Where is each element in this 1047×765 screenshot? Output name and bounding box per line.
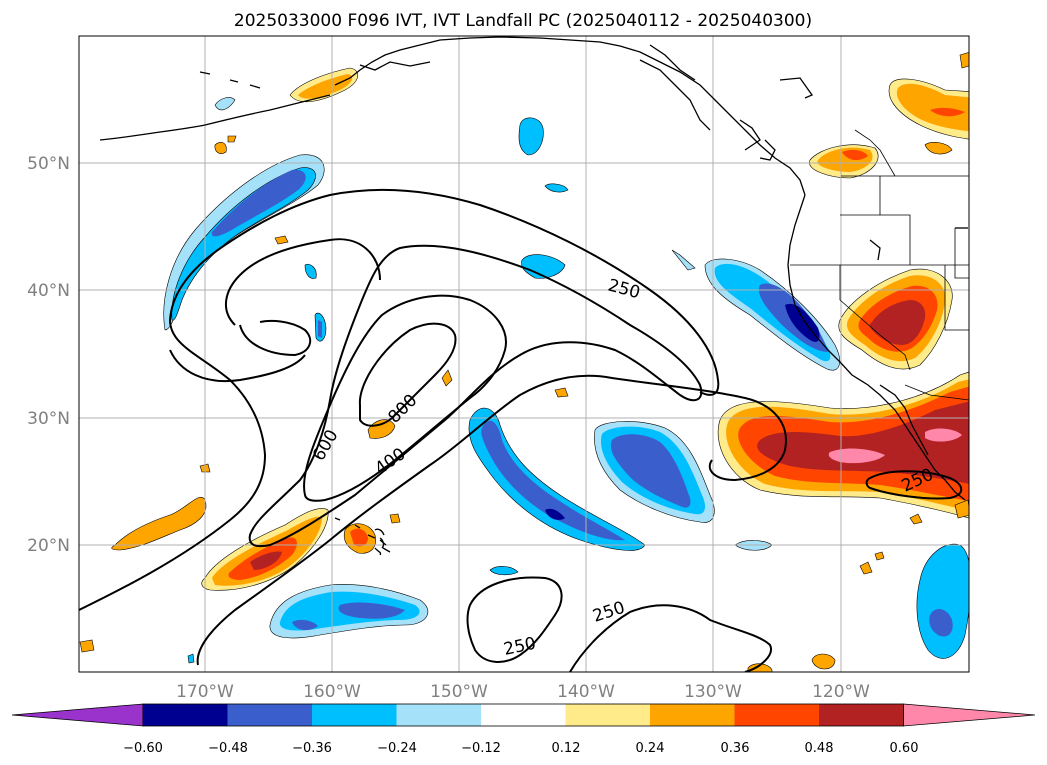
lon-label: 150°W (430, 682, 488, 702)
positive-anomaly-region (298, 74, 353, 99)
positive-anomaly-region (924, 141, 953, 155)
ivt-contour-800 (358, 322, 457, 427)
positive-anomaly-region (842, 149, 868, 161)
positive-anomaly-region (111, 497, 207, 551)
colorbar-tick-label: 0.60 (890, 741, 919, 756)
colorbar-bin (481, 704, 566, 726)
positive-anomaly-region (874, 551, 885, 561)
negative-anomaly-region (292, 619, 318, 631)
map-border (78, 35, 970, 673)
colorbar-bin (734, 704, 820, 726)
positive-anomaly-region (367, 419, 396, 439)
lon-label: 170°W (176, 682, 234, 702)
positive-anomaly-region (930, 107, 965, 117)
positive-anomaly-region (828, 448, 885, 464)
colorbar-tick-label: 0.12 (552, 741, 581, 756)
ivt-contour-250 (79, 188, 720, 611)
negative-anomaly-region (187, 653, 195, 664)
negative-anomaly-region (518, 117, 544, 156)
positive-anomaly-region (389, 513, 401, 524)
ivt-contour-250 (196, 374, 787, 666)
lon-label: 140°W (557, 682, 615, 702)
lon-label: 160°W (303, 682, 361, 702)
positive-anomaly-region (227, 135, 237, 143)
negative-anomaly-region (489, 566, 519, 576)
negative-anomaly-region (521, 254, 566, 279)
lon-label: 120°W (812, 682, 870, 702)
positive-anomaly-region (214, 142, 227, 154)
colorbar-extend-low (11, 703, 144, 727)
positive-anomaly-region (925, 428, 962, 442)
negative-anomaly-region (785, 303, 820, 342)
positive-anomaly-region (896, 83, 969, 132)
negative-anomaly-region (304, 263, 317, 279)
lat-label: 30°N (27, 409, 70, 429)
colorbar-tick-label: 0.48 (805, 741, 834, 756)
positive-anomaly-region (441, 369, 453, 387)
ivt-contour-250 (225, 238, 381, 357)
colorbar-bin (396, 704, 482, 726)
positive-anomaly-region (79, 639, 95, 653)
negative-anomaly-region (929, 608, 953, 637)
colorbar-tick-label: −0.48 (208, 741, 248, 756)
positive-anomaly-region (250, 551, 282, 570)
ivt-contours (79, 188, 963, 672)
colorbar-ticks: −0.60 −0.48 −0.36 −0.24 −0.12 0.12 0.24 … (123, 741, 918, 756)
state-borders (790, 129, 969, 401)
map-title: 2025033000 F096 IVT, IVT Landfall PC (20… (234, 11, 812, 31)
negative-anomaly-region (318, 320, 322, 338)
lat-label: 50°N (27, 154, 70, 174)
positive-anomaly-region (554, 387, 569, 398)
negative-anomaly-region (671, 249, 696, 271)
colorbar-tick-label: −0.12 (461, 741, 501, 756)
negative-anomaly-region (214, 97, 236, 111)
colorbar-bin (312, 704, 397, 726)
colorbar-bin (819, 704, 904, 726)
colorbar-bin (143, 704, 228, 726)
positive-anomaly-region (811, 653, 836, 670)
ivt-contour-250 (466, 576, 563, 663)
colorbar-bin (227, 704, 313, 726)
latitude-labels: 50°N 40°N 30°N 20°N (27, 154, 70, 556)
ivt-contour-250 (865, 470, 963, 500)
colorbar-tick-label: 0.24 (636, 741, 665, 756)
negative-anomaly-region (610, 434, 691, 508)
positive-anomaly-region (909, 513, 923, 525)
negative-anomaly-region (545, 508, 565, 520)
colorbar-tick-label: −0.24 (377, 741, 417, 756)
positive-anomaly-region (350, 528, 368, 547)
positive-anomaly-region (869, 300, 926, 345)
colorbar-extend-high (903, 703, 1036, 727)
colorbar-bin (650, 704, 735, 726)
ivt-contour-250 (569, 604, 772, 672)
pc-fill-layer (79, 51, 969, 672)
gridlines (79, 36, 969, 672)
longitude-labels: 170°W 160°W 150°W 140°W 130°W 120°W (176, 682, 870, 702)
positive-anomaly-region (274, 235, 289, 245)
colorbar-tick-label: −0.60 (123, 741, 163, 756)
colorbar-outline (142, 703, 904, 727)
negative-anomaly-region (338, 602, 405, 619)
colorbar-bin (565, 704, 651, 726)
negative-anomaly-region (544, 183, 569, 193)
colorbar-tick-label: −0.36 (292, 741, 332, 756)
lat-label: 20°N (27, 536, 70, 556)
colorbar-tick-label: 0.36 (721, 741, 750, 756)
negative-anomaly-region (211, 169, 306, 237)
negative-anomaly-region (916, 543, 969, 659)
colorbar (11, 703, 1036, 727)
ivt-contour-250 (169, 349, 306, 382)
positive-anomaly-region (959, 51, 969, 69)
ivt-contour-600 (303, 294, 507, 502)
ivt-contour-400 (248, 244, 703, 548)
lon-label: 130°W (684, 682, 742, 702)
coastlines (99, 36, 968, 556)
lat-label: 40°N (27, 281, 70, 301)
positive-anomaly-region (954, 499, 969, 519)
positive-anomaly-region (757, 401, 969, 484)
positive-anomaly-region (859, 561, 873, 575)
